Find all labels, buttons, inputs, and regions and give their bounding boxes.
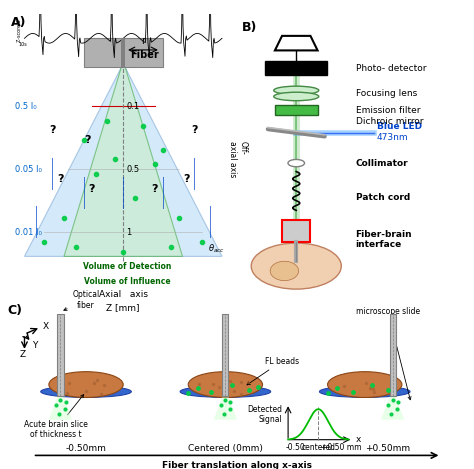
Ellipse shape: [270, 261, 299, 280]
Text: centered: centered: [301, 443, 335, 452]
Text: Centered (0mm): Centered (0mm): [188, 445, 263, 454]
Ellipse shape: [49, 372, 123, 398]
Ellipse shape: [188, 372, 263, 398]
Text: Volume of Detection: Volume of Detection: [83, 262, 172, 271]
Text: Y: Y: [32, 341, 37, 350]
Text: 1: 1: [127, 227, 132, 237]
Text: x: x: [356, 435, 361, 444]
Bar: [282, 220, 310, 242]
Polygon shape: [25, 68, 222, 257]
Text: Fiber-brain: Fiber-brain: [356, 230, 412, 239]
Polygon shape: [64, 68, 182, 257]
Text: Patch cord: Patch cord: [356, 192, 410, 202]
Ellipse shape: [41, 386, 131, 397]
Text: interface: interface: [356, 240, 402, 249]
Text: Collimator: Collimator: [356, 159, 408, 168]
Text: -0.50: -0.50: [285, 443, 305, 452]
Polygon shape: [275, 36, 318, 51]
Text: Fiber: Fiber: [131, 50, 159, 60]
Bar: [222, 314, 228, 396]
Text: Z: Z: [19, 350, 25, 359]
Text: 473nm: 473nm: [377, 133, 409, 142]
Ellipse shape: [288, 159, 304, 167]
Polygon shape: [214, 396, 237, 420]
Text: Emission filter: Emission filter: [356, 106, 420, 115]
Text: Detected
Signal: Detected Signal: [247, 404, 283, 424]
Text: Dichroic mirror: Dichroic mirror: [356, 117, 423, 126]
Text: ?: ?: [84, 135, 91, 145]
Text: Fiber translation along x-axis: Fiber translation along x-axis: [162, 461, 312, 469]
Text: ?: ?: [88, 183, 95, 194]
Ellipse shape: [319, 386, 410, 397]
Text: Axial   axis: Axial axis: [99, 290, 148, 299]
Polygon shape: [84, 38, 163, 68]
Ellipse shape: [251, 243, 341, 289]
Ellipse shape: [274, 92, 319, 101]
Text: FL beads: FL beads: [247, 356, 299, 385]
Bar: [265, 61, 327, 75]
Text: Z [mm]: Z [mm]: [107, 303, 140, 312]
Text: Off-
axial axis: Off- axial axis: [228, 141, 247, 178]
Text: Optical
fiber: Optical fiber: [64, 290, 100, 310]
Text: C): C): [7, 304, 22, 317]
Ellipse shape: [328, 372, 402, 398]
Text: r: r: [141, 36, 145, 46]
Text: Photo- detector: Photo- detector: [356, 64, 426, 73]
Text: A): A): [10, 16, 26, 29]
Text: Focusing lens: Focusing lens: [356, 89, 417, 98]
Text: $\theta_{acc}$: $\theta_{acc}$: [208, 242, 225, 255]
Text: microscope slide: microscope slide: [356, 307, 420, 400]
Text: Z-score 3: Z-score 3: [17, 19, 22, 42]
Text: ?: ?: [191, 125, 198, 136]
Ellipse shape: [274, 86, 319, 95]
Text: ADC: ADC: [285, 38, 308, 49]
Polygon shape: [49, 396, 72, 420]
Ellipse shape: [180, 386, 271, 397]
Text: 0.01 I₀: 0.01 I₀: [15, 227, 42, 237]
Polygon shape: [381, 396, 404, 420]
Text: ?: ?: [49, 125, 55, 136]
Text: B): B): [242, 22, 257, 34]
Bar: [275, 105, 318, 114]
Text: +0.50mm: +0.50mm: [365, 445, 410, 454]
Text: Volume of Influence: Volume of Influence: [84, 277, 171, 286]
Text: ?: ?: [183, 174, 190, 184]
Bar: [57, 314, 64, 396]
Text: ?: ?: [57, 174, 64, 184]
Text: Blue LED: Blue LED: [377, 122, 422, 131]
Text: +0.50 mm: +0.50 mm: [321, 443, 362, 452]
Bar: [390, 314, 396, 396]
Text: X: X: [43, 322, 49, 331]
Text: 0.5 I₀: 0.5 I₀: [15, 102, 36, 111]
Text: 0.05 I₀: 0.05 I₀: [15, 165, 42, 174]
Text: Acute brain slice
of thickness t: Acute brain slice of thickness t: [24, 394, 88, 439]
Text: 10s: 10s: [18, 42, 27, 47]
Text: -0.50mm: -0.50mm: [65, 445, 107, 454]
Text: 0.5: 0.5: [127, 165, 139, 174]
Text: 0.1: 0.1: [127, 102, 139, 111]
Text: ?: ?: [152, 183, 158, 194]
Polygon shape: [121, 38, 125, 68]
